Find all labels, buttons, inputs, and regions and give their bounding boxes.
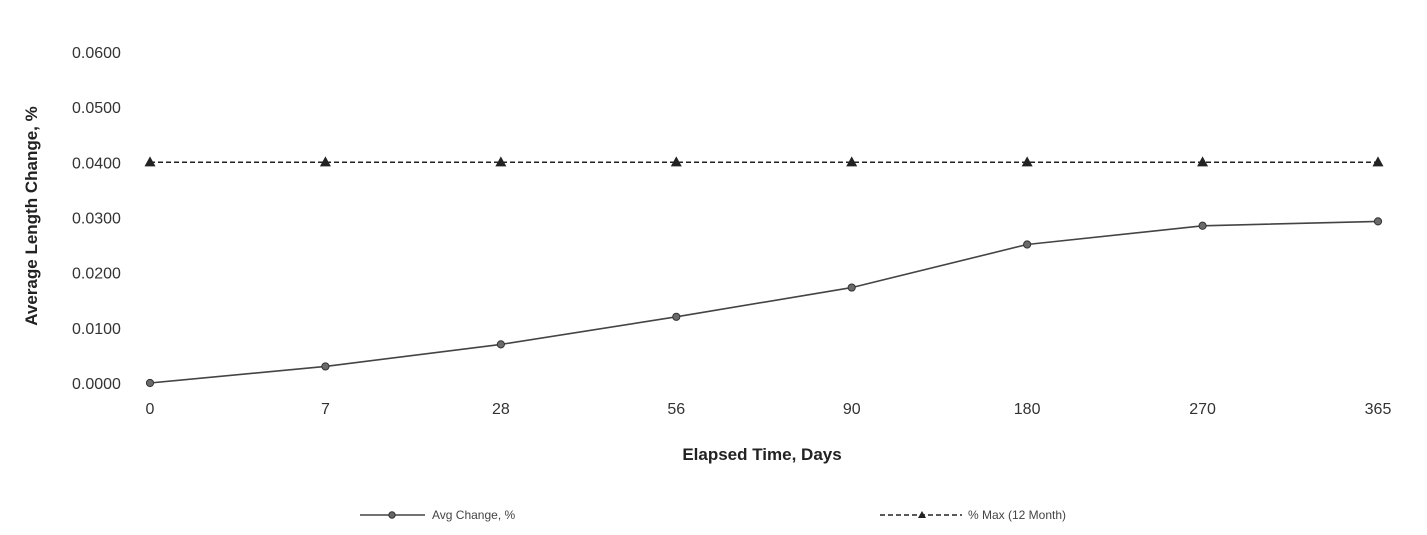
- data-point: [846, 156, 858, 167]
- legend-label-max: % Max (12 Month): [968, 508, 1066, 522]
- x-tick-label: 56: [667, 401, 685, 418]
- legend-label-avg-change: Avg Change, %: [432, 508, 515, 522]
- legend-swatch-marker: [388, 511, 396, 519]
- x-axis-title: Elapsed Time, Days: [682, 445, 841, 464]
- data-point: [1023, 240, 1032, 249]
- y-axis-ticks: 0.0000 0.0100 0.0200 0.0300 0.0400 0.0500 0.06…: [72, 45, 121, 393]
- data-point: [1197, 156, 1209, 167]
- legend-item-max: % Max (12 Month): [880, 508, 1066, 522]
- series-max-12-month: [144, 156, 1384, 167]
- data-point: [319, 156, 331, 167]
- data-point: [670, 156, 682, 167]
- x-tick-label: 365: [1365, 401, 1392, 418]
- data-point: [1372, 156, 1384, 167]
- y-tick-label: 0.0600: [72, 45, 121, 62]
- data-point: [145, 378, 155, 388]
- legend-swatch-marker: [918, 511, 926, 518]
- x-tick-label: 28: [492, 401, 510, 418]
- data-point: [1198, 221, 1207, 230]
- series-avg-change: [145, 217, 1383, 388]
- plot-area: [144, 156, 1384, 388]
- data-point: [321, 362, 330, 371]
- x-tick-label: 90: [843, 401, 861, 418]
- x-tick-label: 0: [146, 401, 155, 418]
- y-axis-title: Average Length Change, %: [22, 106, 41, 325]
- data-point: [1373, 217, 1383, 226]
- data-point: [672, 312, 681, 321]
- data-point: [144, 156, 156, 167]
- y-tick-label: 0.0400: [72, 155, 121, 172]
- x-tick-label: 180: [1014, 401, 1041, 418]
- x-axis-ticks: 0 7 28 56 90 180 270 365: [146, 401, 1392, 418]
- y-tick-label: 0.0300: [72, 211, 121, 228]
- y-tick-label: 0.0200: [72, 266, 121, 283]
- data-point: [495, 156, 507, 167]
- legend-item-avg-change: Avg Change, %: [360, 508, 515, 522]
- y-tick-label: 0.0000: [72, 376, 121, 393]
- legend: Avg Change, % % Max (12 Month): [360, 508, 1066, 522]
- series-line: [149, 220, 1379, 384]
- data-point: [496, 340, 505, 349]
- x-tick-label: 270: [1189, 401, 1216, 418]
- data-point: [847, 283, 856, 292]
- data-point: [1021, 156, 1033, 167]
- y-tick-label: 0.0100: [72, 321, 121, 338]
- x-tick-label: 7: [321, 401, 330, 418]
- y-tick-label: 0.0500: [72, 100, 121, 117]
